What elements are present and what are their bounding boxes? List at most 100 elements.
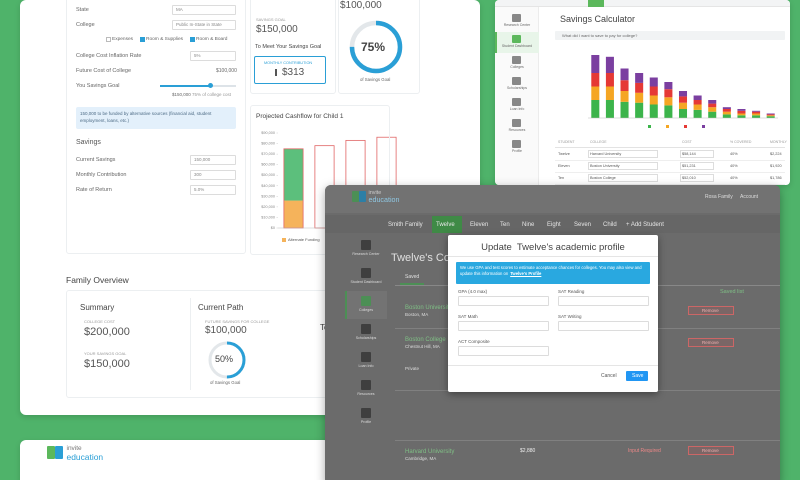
table-cell: Twelve xyxy=(558,152,570,156)
nav-label[interactable]: Profile xyxy=(360,420,372,424)
text-input[interactable] xyxy=(190,170,236,180)
remove-button[interactable] xyxy=(688,306,734,315)
stat-value: $150,000 xyxy=(84,358,130,370)
text-input[interactable] xyxy=(558,321,649,331)
nav-label[interactable]: Student Dashboard xyxy=(501,44,533,48)
nav-label[interactable]: Research Center xyxy=(352,252,380,256)
text-input[interactable] xyxy=(680,150,714,158)
nav-icon[interactable] xyxy=(512,140,521,148)
form-panel xyxy=(66,0,246,254)
college-name[interactable]: Harvard University xyxy=(405,449,455,455)
nav-icon[interactable] xyxy=(361,324,371,334)
college-name[interactable]: Boston College xyxy=(405,337,446,343)
nav-label[interactable]: Research Center xyxy=(503,23,531,27)
text-input[interactable] xyxy=(558,296,649,306)
account-link[interactable]: Account xyxy=(740,194,759,200)
checkbox[interactable] xyxy=(106,37,111,42)
bar-segment xyxy=(678,96,688,103)
save-button[interactable] xyxy=(626,371,648,381)
list-rule xyxy=(395,440,780,441)
select-input[interactable] xyxy=(588,162,658,170)
nav-icon[interactable] xyxy=(361,408,371,418)
nav-icon[interactable] xyxy=(512,77,521,85)
app-header xyxy=(325,185,780,213)
tab[interactable]: Ten xyxy=(500,222,510,228)
bar-segment xyxy=(649,77,658,87)
tab[interactable]: Nine xyxy=(522,222,535,228)
checkbox[interactable] xyxy=(190,37,195,42)
checkbox[interactable] xyxy=(140,37,145,42)
text-input[interactable] xyxy=(458,346,549,356)
select-input[interactable] xyxy=(190,185,236,195)
text-input[interactable] xyxy=(172,5,236,15)
text-input[interactable] xyxy=(190,51,236,61)
remove-button[interactable] xyxy=(688,446,734,455)
bar-segment xyxy=(722,107,731,109)
cancel-button[interactable]: Cancel xyxy=(601,373,617,379)
bar-segment xyxy=(708,111,717,118)
nav-icon[interactable] xyxy=(512,119,521,127)
tab[interactable]: Eight xyxy=(547,222,561,228)
tab[interactable]: Smith Family xyxy=(388,222,423,228)
nav-icon[interactable] xyxy=(361,240,371,250)
tab[interactable]: + Add Student xyxy=(626,222,664,228)
select-input[interactable] xyxy=(588,174,658,182)
text-input[interactable] xyxy=(680,162,714,170)
nav-label[interactable]: Resources xyxy=(508,128,526,132)
table-cell: Boston University xyxy=(590,164,620,168)
field-label: SAT Writing xyxy=(558,314,582,319)
nav-icon[interactable] xyxy=(361,268,371,278)
link[interactable]: Saved list xyxy=(720,289,744,295)
bar-segment xyxy=(664,89,673,98)
nav-label[interactable]: Scholarships xyxy=(506,86,528,90)
text-input[interactable] xyxy=(680,174,714,182)
button-label[interactable]: Remove xyxy=(702,339,719,345)
tab[interactable]: Saved xyxy=(405,274,420,280)
nav-label[interactable]: Colleges xyxy=(359,308,373,312)
slider-handle[interactable] xyxy=(208,83,213,88)
bar-segment xyxy=(605,56,614,73)
nav-icon[interactable] xyxy=(361,352,371,362)
nav-label[interactable]: Scholarships xyxy=(355,336,377,340)
nav-icon[interactable] xyxy=(512,14,521,22)
account-link[interactable]: Rosa Family xyxy=(705,194,733,200)
remove-button[interactable] xyxy=(688,338,734,347)
bar-segment xyxy=(591,73,600,87)
text-input[interactable] xyxy=(458,296,549,306)
nav-label[interactable]: Colleges xyxy=(510,65,524,69)
tab[interactable]: Child xyxy=(603,222,617,228)
nav-icon[interactable] xyxy=(512,98,521,106)
button-label[interactable]: Remove xyxy=(702,447,719,453)
field-hint: 75% of college cost xyxy=(192,92,232,97)
select-input[interactable] xyxy=(588,150,658,158)
nav-icon[interactable] xyxy=(512,35,521,43)
tab[interactable]: Twelve xyxy=(436,222,455,228)
nav-icon[interactable] xyxy=(361,380,371,390)
button-label[interactable]: Save xyxy=(632,373,644,379)
bar-segment xyxy=(649,86,658,96)
bar-segment xyxy=(678,102,688,109)
select-input[interactable] xyxy=(172,20,236,30)
card-title: Current Path xyxy=(198,303,244,312)
field-label: Current Savings xyxy=(76,157,116,163)
college-place: Chestnut Hill, MA xyxy=(405,344,440,349)
nav-icon[interactable] xyxy=(361,296,371,306)
bar-segment xyxy=(620,68,629,81)
text-input[interactable] xyxy=(190,155,236,165)
college-name[interactable]: Boston University xyxy=(405,305,452,311)
nav-label[interactable]: Resources xyxy=(357,392,375,396)
bar-segment xyxy=(722,109,731,112)
bar-segment xyxy=(664,105,673,118)
button-label[interactable]: Remove xyxy=(702,307,719,313)
tab[interactable]: Eleven xyxy=(470,222,489,228)
table-rule xyxy=(555,172,785,173)
tab[interactable]: Seven xyxy=(574,222,592,228)
nav-label[interactable]: Loan Info xyxy=(509,107,525,111)
nav-icon[interactable] xyxy=(512,56,521,64)
text-input[interactable] xyxy=(458,321,549,331)
ring-value: 50% xyxy=(215,354,234,364)
nav-label[interactable]: Loan Info xyxy=(358,364,374,368)
profile-link[interactable]: Twelve's Profile xyxy=(510,270,542,276)
nav-label[interactable]: Profile xyxy=(512,149,522,153)
nav-label[interactable]: Student Dashboard xyxy=(350,280,382,284)
